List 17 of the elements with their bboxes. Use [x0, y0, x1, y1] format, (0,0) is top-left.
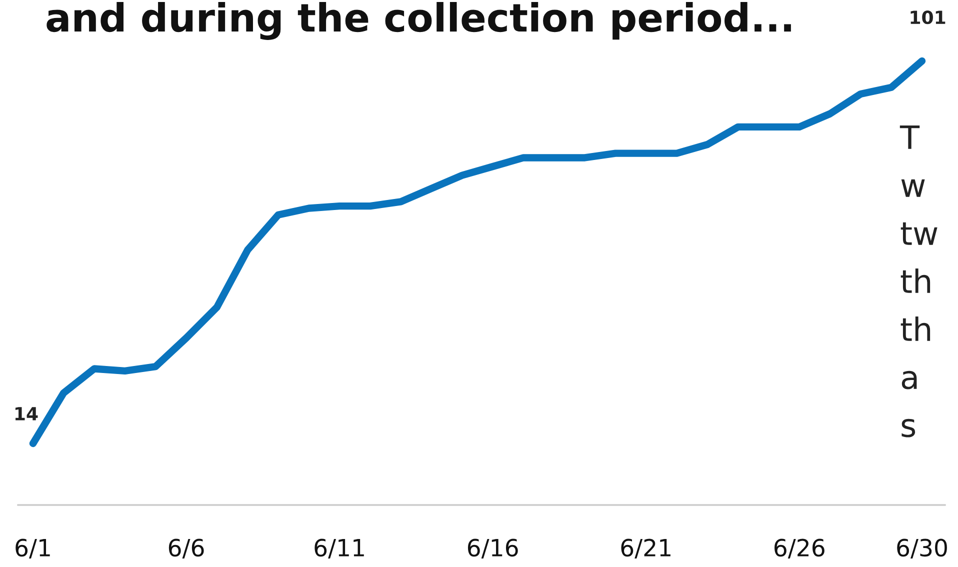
annotation: s	[902, 418, 916, 438]
annotation: a	[902, 370, 917, 390]
x-tick-label: 6/11	[314, 538, 364, 558]
annotation: th	[900, 316, 930, 341]
annotation: tw	[900, 222, 938, 245]
annotation: T	[900, 126, 920, 149]
data-label: 101	[910, 10, 946, 24]
chart-title: and during the collection period...	[46, 2, 791, 40]
data-label: 14	[15, 407, 38, 420]
x-tick-label: 6/21	[621, 538, 670, 558]
x-tick-label: 6/26	[774, 538, 824, 558]
x-tick-label: 6/16	[468, 538, 518, 558]
x-tick-label: 6/6	[168, 538, 204, 558]
annotation: w	[901, 179, 925, 197]
x-tick-label: 6/30	[897, 538, 947, 558]
annotation: th	[900, 268, 930, 293]
x-tick-label: 6/1	[16, 538, 50, 558]
